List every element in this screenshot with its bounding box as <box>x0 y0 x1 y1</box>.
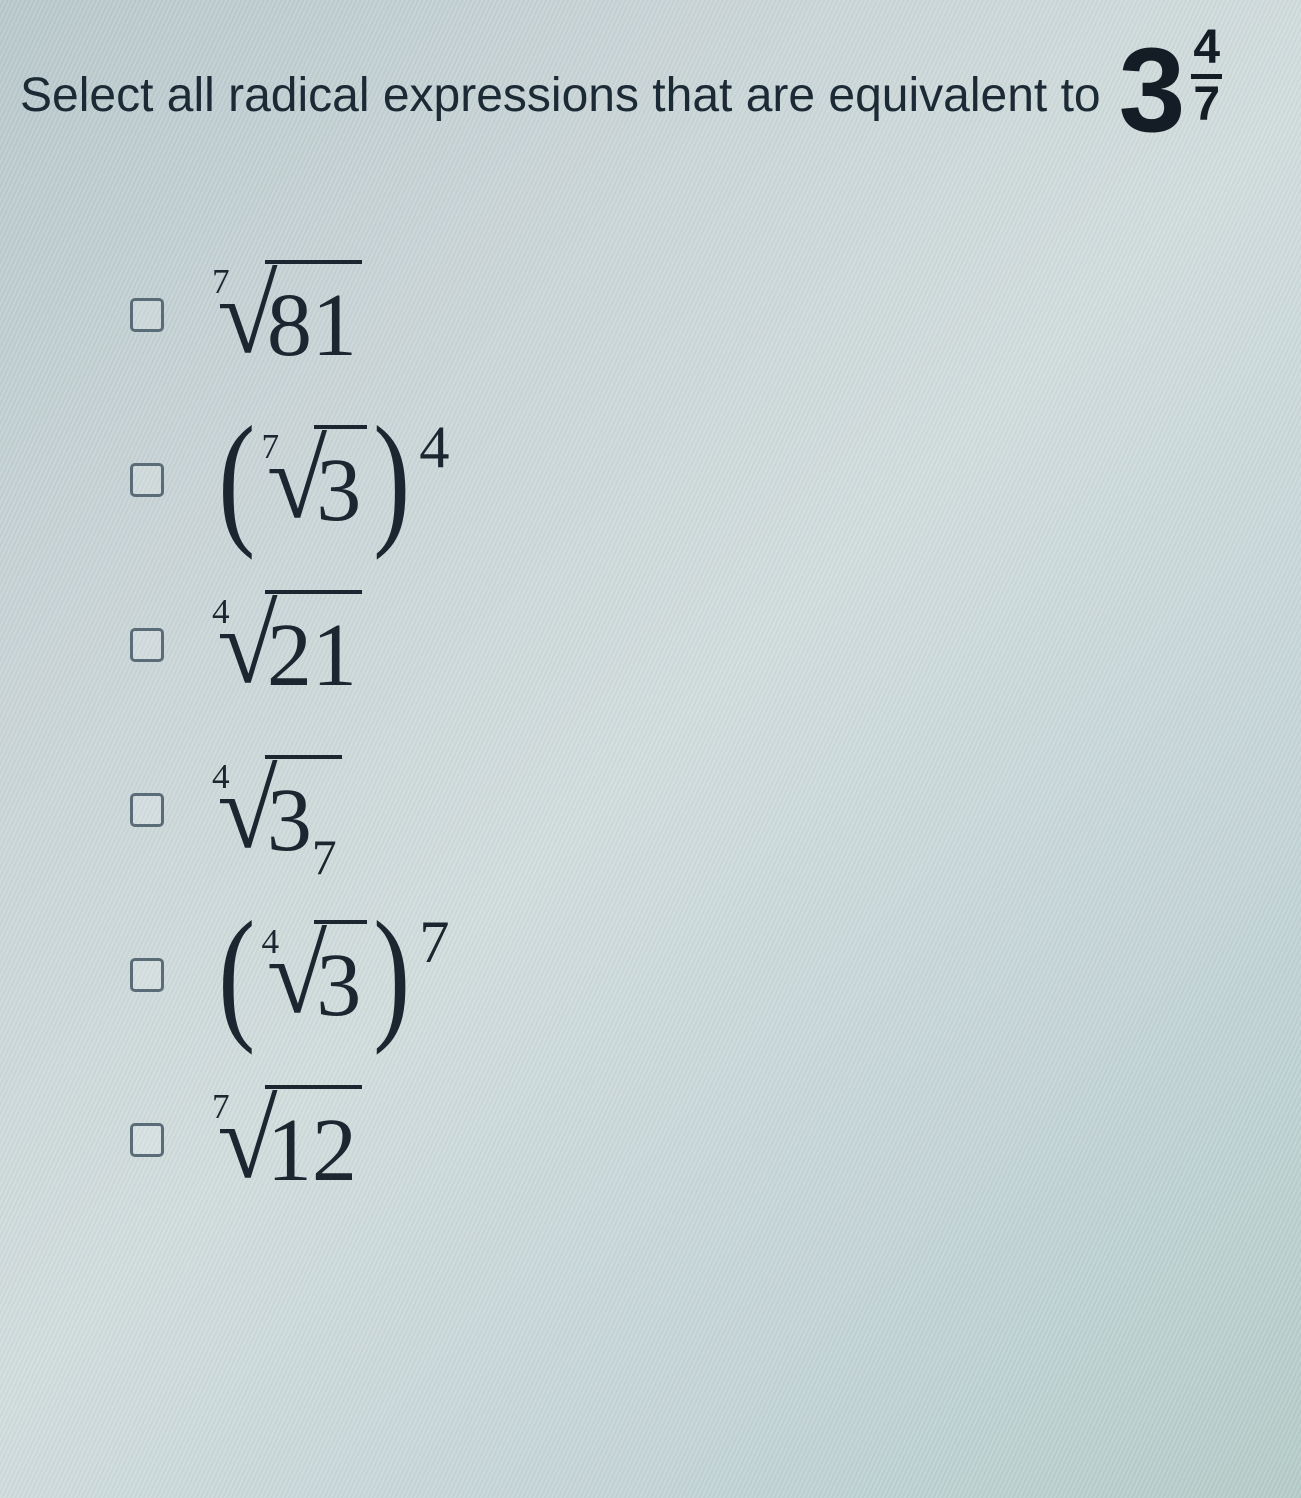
question-prompt: Select all radical expressions that are … <box>20 30 1281 150</box>
option-expression: ( 7 √ 3 ) 4 <box>212 425 450 535</box>
option-row: 4 √ 37 <box>130 755 1281 865</box>
close-paren: ) <box>373 923 410 1027</box>
radicand: 3 <box>314 920 366 1030</box>
option-checkbox[interactable] <box>130 958 164 992</box>
radical-index: 7 <box>212 262 230 302</box>
radicand: 37 <box>265 755 342 865</box>
open-paren: ( <box>218 923 255 1027</box>
option-row: ( 7 √ 3 ) 4 <box>130 425 1281 535</box>
open-paren: ( <box>218 428 255 532</box>
target-expression: 3 4 7 <box>1119 30 1222 150</box>
option-row: 4 √ 21 <box>130 590 1281 700</box>
option-row: ( 4 √ 3 ) 7 <box>130 920 1281 1030</box>
radicand: 3 <box>314 425 366 535</box>
target-exp-numerator: 4 <box>1191 24 1222 79</box>
option-checkbox[interactable] <box>130 298 164 332</box>
outer-exponent: 7 <box>419 908 449 978</box>
radical-index: 4 <box>261 922 279 962</box>
option-row: 7 √ 12 <box>130 1085 1281 1195</box>
radicand: 12 <box>265 1085 362 1195</box>
option-checkbox[interactable] <box>130 463 164 497</box>
radical-index: 4 <box>212 592 230 632</box>
radicand-base: 3 <box>267 775 312 865</box>
target-base: 3 <box>1119 30 1186 150</box>
close-paren: ) <box>373 428 410 532</box>
options-list: 7 √ 81 ( 7 √ 3 ) 4 4 √ <box>130 260 1281 1195</box>
radicand: 21 <box>265 590 362 700</box>
option-expression: 4 √ 37 <box>212 755 342 865</box>
radical-index: 7 <box>261 427 279 467</box>
option-checkbox[interactable] <box>130 793 164 827</box>
option-expression: 7 √ 81 <box>212 260 362 370</box>
option-checkbox[interactable] <box>130 628 164 662</box>
radicand: 81 <box>265 260 362 370</box>
radical-index: 4 <box>212 757 230 797</box>
option-checkbox[interactable] <box>130 1123 164 1157</box>
option-expression: 7 √ 12 <box>212 1085 362 1195</box>
prompt-text: Select all radical expressions that are … <box>20 66 1101 150</box>
target-exponent-fraction: 4 7 <box>1191 24 1222 129</box>
radical-index: 7 <box>212 1087 230 1127</box>
option-expression: 4 √ 21 <box>212 590 362 700</box>
option-expression: ( 4 √ 3 ) 7 <box>212 920 450 1030</box>
outer-exponent: 4 <box>419 413 449 483</box>
target-exp-denominator: 7 <box>1193 79 1220 129</box>
option-row: 7 √ 81 <box>130 260 1281 370</box>
